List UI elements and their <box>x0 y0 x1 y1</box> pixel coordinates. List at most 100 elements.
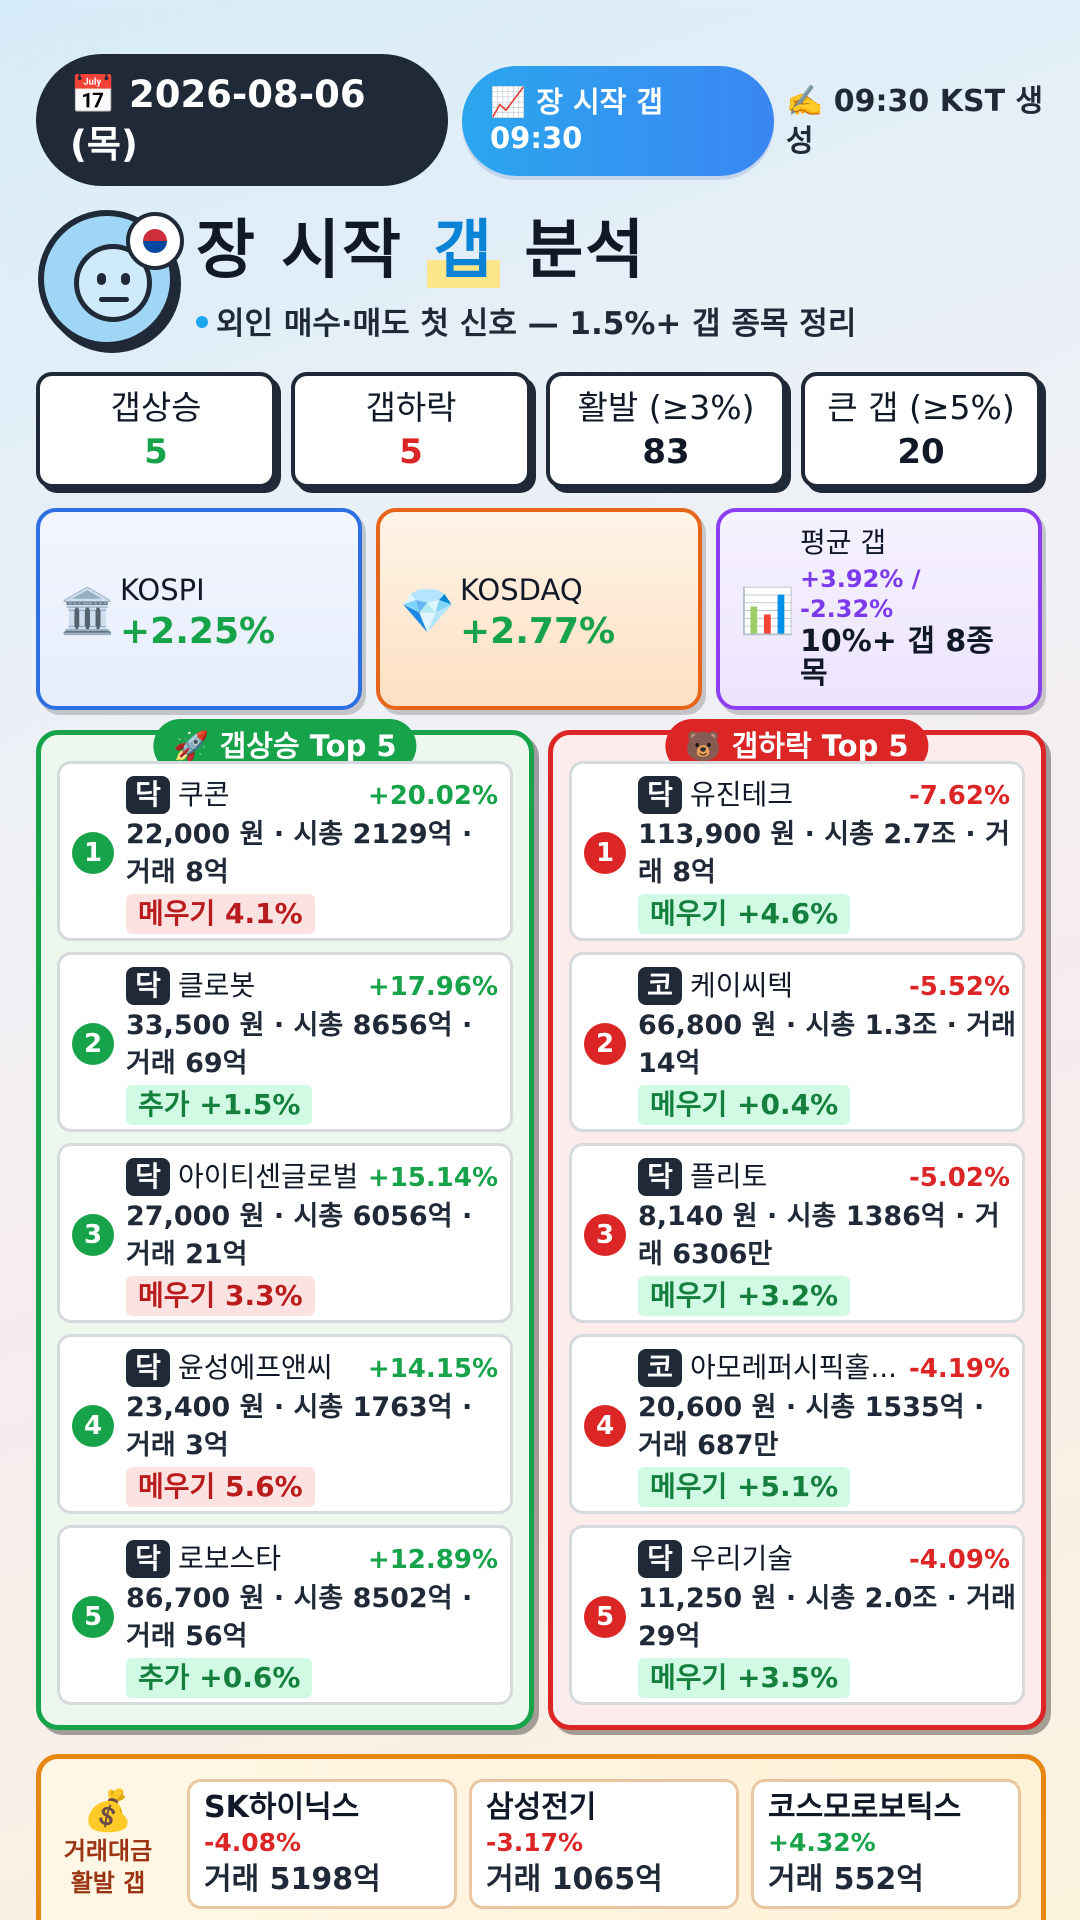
stock-detail: 23,400 원 · 시총 1763억 · 거래 3억 <box>126 1392 473 1461</box>
gap-percent: -7.62% <box>909 781 1010 811</box>
gem-icon: 💎 <box>400 586 455 637</box>
gap-percent: -5.52% <box>909 972 1010 1002</box>
gap-percent: -5.02% <box>909 1163 1010 1193</box>
stock-card[interactable]: 3 닥 아이티센글로벌 +15.14% 27,000 원 · 시총 6056억 · 거래… <box>57 1143 513 1323</box>
market-badge: 닥 <box>126 1349 170 1387</box>
gap-percent: +14.15% <box>367 1354 498 1384</box>
rank-badge: 5 <box>72 1596 114 1638</box>
gap-up-panel: 🚀 갭상승 Top 5 1 닥 쿠콘 +20.02% 22,000 원 · 시총 212… <box>36 719 534 1730</box>
stock-name: 윤성에프앤씨 <box>178 1351 333 1384</box>
gap-percent: +15.14% <box>367 1163 498 1193</box>
rank-badge: 1 <box>584 832 626 874</box>
gap-percent: +17.96% <box>367 972 498 1002</box>
stock-detail: 8,140 원 · 시총 1386억 · 거래 6306만 <box>638 1201 1000 1270</box>
stock-name: 플리토 <box>690 1160 768 1193</box>
stock-card[interactable]: 4 코 아모레퍼시픽홀... -4.19% 20,600 원 · 시총 1535억 · … <box>569 1334 1025 1514</box>
top-bar: 📅 2026-08-06 (목) 📈 장 시작 갭 09:30 ✍️ 09:30… <box>36 54 1046 186</box>
gap-fill-tag: 추가 +0.6% <box>126 1658 313 1698</box>
volume-card[interactable]: 삼성전기 -3.17% 거래 1065억 <box>469 1779 739 1909</box>
generated-time: ✍️ 09:30 KST 생성 <box>786 84 1044 159</box>
kospi-card: 🏛️ KOSPI +2.25% <box>36 508 362 710</box>
stock-detail: 113,900 원 · 시총 2.7조 · 거래 8억 <box>638 819 1010 888</box>
stock-name: 케이씨텍 <box>690 969 794 1002</box>
korea-flag-icon <box>126 212 184 270</box>
stock-name: 우리기술 <box>690 1542 794 1575</box>
bar-chart-icon: 📊 <box>740 586 795 637</box>
rank-badge: 2 <box>72 1023 114 1065</box>
stat-active: 활발 (≥3%) 83 <box>546 372 786 488</box>
rank-badge: 4 <box>584 1405 626 1447</box>
market-badge: 닥 <box>126 967 170 1005</box>
hero-section: 장 시작 갭 분석 외인 매수·매도 첫 신호 — 1.5%+ 갭 종목 정리 <box>36 210 1046 360</box>
gap-percent: +20.02% <box>367 781 498 811</box>
gap-fill-tag: 메우기 +3.5% <box>638 1658 851 1698</box>
gap-fill-tag: 메우기 +0.4% <box>638 1085 851 1125</box>
rank-badge: 4 <box>72 1405 114 1447</box>
gap-percent: -4.09% <box>909 1545 1010 1575</box>
stock-detail: 27,000 원 · 시총 6056억 · 거래 21억 <box>126 1201 473 1270</box>
avg-gap-card: 📊 평균 갭 +3.92% / -2.32% 10%+ 갭 8종목 <box>716 508 1042 710</box>
gap-fill-tag: 메우기 4.1% <box>126 894 315 934</box>
stock-detail: 20,600 원 · 시총 1535억 · 거래 687만 <box>638 1392 985 1461</box>
rank-badge: 1 <box>72 832 114 874</box>
gap-percent: -4.19% <box>909 1354 1010 1384</box>
stock-card[interactable]: 5 닥 로보스타 +12.89% 86,700 원 · 시총 8502억 · 거래 56… <box>57 1525 513 1705</box>
volume-card[interactable]: 코스모로보틱스 +4.32% 거래 552억 <box>751 1779 1021 1909</box>
stat-gap-up: 갭상승 5 <box>36 372 276 488</box>
index-row: 🏛️ KOSPI +2.25% 💎 KOSDAQ +2.77% 📊 평균 갭 +… <box>36 508 1046 712</box>
market-badge: 닥 <box>638 1158 682 1196</box>
rank-badge: 3 <box>72 1214 114 1256</box>
gap-fill-tag: 메우기 5.6% <box>126 1467 315 1507</box>
market-badge: 닥 <box>126 776 170 814</box>
bullet-dot-icon <box>196 315 208 328</box>
stock-name: 쿠콘 <box>178 778 230 811</box>
gap-fill-tag: 메우기 +3.2% <box>638 1276 851 1316</box>
rank-badge: 3 <box>584 1214 626 1256</box>
stock-card[interactable]: 4 닥 윤성에프앤씨 +14.15% 23,400 원 · 시총 1763억 · 거래 … <box>57 1334 513 1514</box>
stock-card[interactable]: 3 닥 플리토 -5.02% 8,140 원 · 시총 1386억 · 거래 6306만… <box>569 1143 1025 1323</box>
stock-detail: 86,700 원 · 시총 8502억 · 거래 56억 <box>126 1583 473 1652</box>
rank-badge: 2 <box>584 1023 626 1065</box>
rank-badge: 5 <box>584 1596 626 1638</box>
market-badge: 코 <box>638 1349 682 1387</box>
gap-fill-tag: 메우기 3.3% <box>126 1276 315 1316</box>
stock-card[interactable]: 2 닥 클로봇 +17.96% 33,500 원 · 시총 8656억 · 거래 69억… <box>57 952 513 1132</box>
stock-name: 아이티센글로벌 <box>178 1160 359 1193</box>
stock-detail: 22,000 원 · 시총 2129억 · 거래 8억 <box>126 819 473 888</box>
stock-detail: 66,800 원 · 시총 1.3조 · 거래 14억 <box>638 1010 1016 1079</box>
stock-detail: 33,500 원 · 시총 8656억 · 거래 69억 <box>126 1010 473 1079</box>
kosdaq-card: 💎 KOSDAQ +2.77% <box>376 508 702 710</box>
volume-label: 💰 거래대금 활발 갭 <box>53 1787 163 1899</box>
volume-card[interactable]: SK하이닉스 -4.08% 거래 5198억 <box>187 1779 457 1909</box>
stat-big-gap: 큰 갭 (≥5%) 20 <box>801 372 1041 488</box>
market-badge: 코 <box>638 967 682 1005</box>
page-title: 장 시작 갭 분석 <box>196 214 647 288</box>
gap-fill-tag: 메우기 +5.1% <box>638 1467 851 1507</box>
session-pill: 📈 장 시작 갭 09:30 <box>462 66 774 176</box>
stock-name: 클로봇 <box>178 969 256 1002</box>
stock-name: 아모레퍼시픽홀... <box>690 1351 898 1384</box>
market-badge: 닥 <box>638 1540 682 1578</box>
stat-gap-down: 갭하락 5 <box>291 372 531 488</box>
neutral-face-icon <box>38 210 184 348</box>
stock-name: 로보스타 <box>178 1542 282 1575</box>
gap-fill-tag: 메우기 +4.6% <box>638 894 851 934</box>
page-subtitle: 외인 매수·매도 첫 신호 — 1.5%+ 갭 종목 정리 <box>196 302 856 346</box>
gap-down-panel: 🐻 갭하락 Top 5 1 닥 유진테크 -7.62% 113,900 원 · 시총 2… <box>548 719 1046 1730</box>
market-badge: 닥 <box>638 776 682 814</box>
market-badge: 닥 <box>126 1540 170 1578</box>
volume-strip: 💰 거래대금 활발 갭 SK하이닉스 -4.08% 거래 5198억 삼성전기 … <box>36 1754 1046 1920</box>
bank-icon: 🏛️ <box>60 586 115 637</box>
money-bag-icon: 💰 <box>83 1788 133 1834</box>
stock-detail: 11,250 원 · 시총 2.0조 · 거래 29억 <box>638 1583 1016 1652</box>
stats-row: 갭상승 5 갭하락 5 활발 (≥3%) 83 큰 갭 (≥5%) 20 <box>36 372 1046 490</box>
stock-name: 유진테크 <box>690 778 794 811</box>
gap-percent: +12.89% <box>367 1545 498 1575</box>
date-pill: 📅 2026-08-06 (목) <box>36 54 448 186</box>
market-badge: 닥 <box>126 1158 170 1196</box>
gap-fill-tag: 추가 +1.5% <box>126 1085 313 1125</box>
